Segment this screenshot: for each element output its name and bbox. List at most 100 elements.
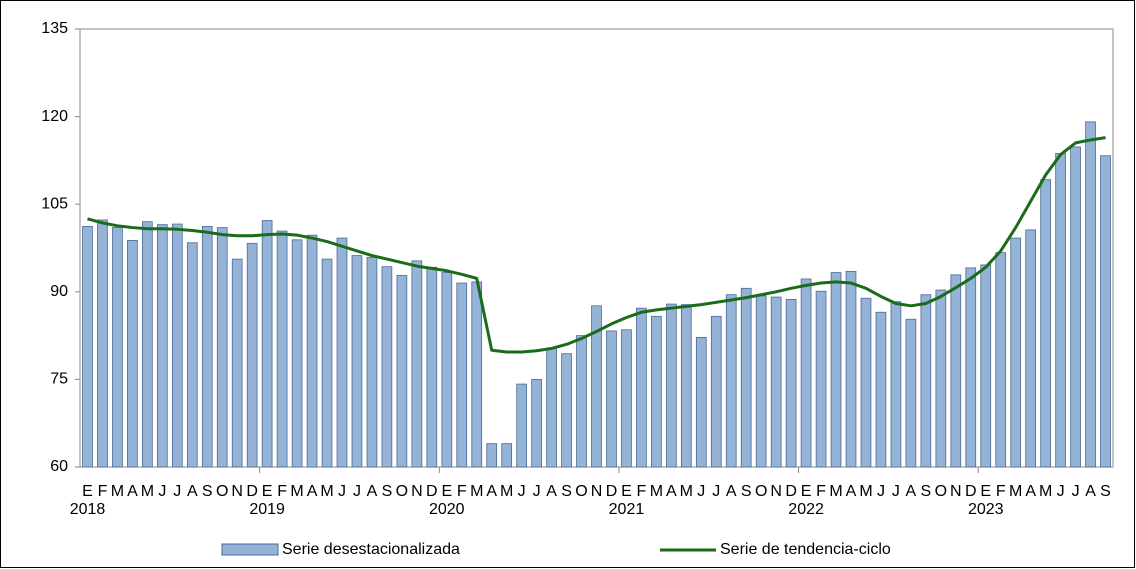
bar xyxy=(97,219,108,468)
bar xyxy=(441,272,453,468)
x-tick-label: M xyxy=(1009,483,1022,500)
x-tick-label: O xyxy=(575,483,587,500)
x-tick-label: D xyxy=(246,483,258,500)
bar xyxy=(830,272,842,468)
bar xyxy=(456,282,468,468)
x-tick-label: A xyxy=(367,483,378,500)
bar xyxy=(366,256,378,468)
bar xyxy=(171,223,183,468)
bar xyxy=(127,240,138,468)
x-tick-label: J xyxy=(1057,483,1065,500)
bar xyxy=(411,260,423,468)
x-tick-label: N xyxy=(591,483,603,500)
bar xyxy=(621,329,632,468)
x-tick-label: M xyxy=(1039,483,1052,500)
x-tick-label: O xyxy=(935,483,947,500)
year-label: 2023 xyxy=(968,501,1004,518)
x-tick-label: F xyxy=(457,483,467,500)
bar xyxy=(216,227,228,468)
bar xyxy=(471,281,483,468)
bar xyxy=(1085,121,1096,468)
x-tick-label: D xyxy=(606,483,618,500)
bar xyxy=(950,274,962,468)
legend-swatch xyxy=(221,543,279,556)
year-label: 2018 xyxy=(70,501,106,518)
x-tick-label: J xyxy=(877,483,885,500)
x-tick-label: M xyxy=(829,483,842,500)
bar xyxy=(186,242,198,468)
bar xyxy=(1010,237,1022,468)
bar xyxy=(291,239,303,468)
x-tick-label: N xyxy=(950,483,962,500)
x-tick-label: J xyxy=(1072,483,1080,500)
bar xyxy=(740,287,752,468)
bar xyxy=(995,252,1007,468)
x-tick-label: M xyxy=(111,483,124,500)
x-tick-label: N xyxy=(231,483,243,500)
year-label: 2021 xyxy=(609,501,645,518)
x-tick-label: A xyxy=(307,483,318,500)
bar xyxy=(815,290,827,468)
x-tick-label: A xyxy=(1025,483,1036,500)
x-tick-label: O xyxy=(216,483,228,500)
bar xyxy=(800,278,812,468)
x-tick-label: O xyxy=(755,483,767,500)
bar xyxy=(920,294,932,468)
bar xyxy=(142,221,153,468)
bar xyxy=(381,266,393,468)
bar xyxy=(486,443,498,468)
bar xyxy=(531,378,542,468)
x-tick-label: M xyxy=(650,483,663,500)
x-tick-label: J xyxy=(338,483,346,500)
x-tick-label: A xyxy=(1085,483,1096,500)
x-tick-label: E xyxy=(980,483,991,500)
x-tick-label: M xyxy=(859,483,872,500)
x-tick-label: A xyxy=(726,483,737,500)
legend-label: Serie de tendencia-ciclo xyxy=(720,541,891,558)
bar xyxy=(276,230,288,468)
x-tick-label: J xyxy=(697,483,705,500)
bar xyxy=(875,311,887,468)
bar xyxy=(695,336,707,468)
bar xyxy=(576,335,587,468)
year-label: 2019 xyxy=(249,501,285,518)
x-tick-label: F xyxy=(277,483,287,500)
x-tick-label: M xyxy=(320,483,333,500)
x-tick-label: J xyxy=(158,483,166,500)
bar xyxy=(1100,155,1111,468)
y-tick-label: 60 xyxy=(50,458,68,475)
x-tick-label: S xyxy=(382,483,393,500)
x-tick-label: A xyxy=(187,483,198,500)
bar xyxy=(306,234,318,468)
bar xyxy=(546,347,557,468)
x-tick-label: J xyxy=(173,483,181,500)
x-tick-label: E xyxy=(82,483,93,500)
bar xyxy=(785,298,797,468)
bar xyxy=(321,258,333,468)
bar xyxy=(351,255,363,468)
legend-label: Serie desestacionalizada xyxy=(282,541,460,558)
x-tick-label: J xyxy=(712,483,720,500)
bar xyxy=(1025,229,1036,468)
x-tick-label: O xyxy=(396,483,408,500)
x-tick-label: A xyxy=(486,483,497,500)
x-tick-label: E xyxy=(441,483,452,500)
x-tick-label: M xyxy=(500,483,513,500)
bar xyxy=(336,237,348,468)
bar xyxy=(1055,152,1066,468)
bar xyxy=(680,304,692,468)
y-tick-label: 75 xyxy=(50,371,68,388)
x-tick-label: J xyxy=(892,483,900,500)
bar xyxy=(112,227,123,468)
bar xyxy=(710,315,722,468)
x-tick-label: M xyxy=(141,483,154,500)
bar xyxy=(860,297,872,468)
x-tick-label: S xyxy=(561,483,572,500)
bar xyxy=(770,296,782,468)
x-tick-label: S xyxy=(202,483,213,500)
x-tick-label: D xyxy=(785,483,797,500)
x-tick-label: J xyxy=(533,483,541,500)
x-tick-label: M xyxy=(470,483,483,500)
bar xyxy=(845,270,857,468)
